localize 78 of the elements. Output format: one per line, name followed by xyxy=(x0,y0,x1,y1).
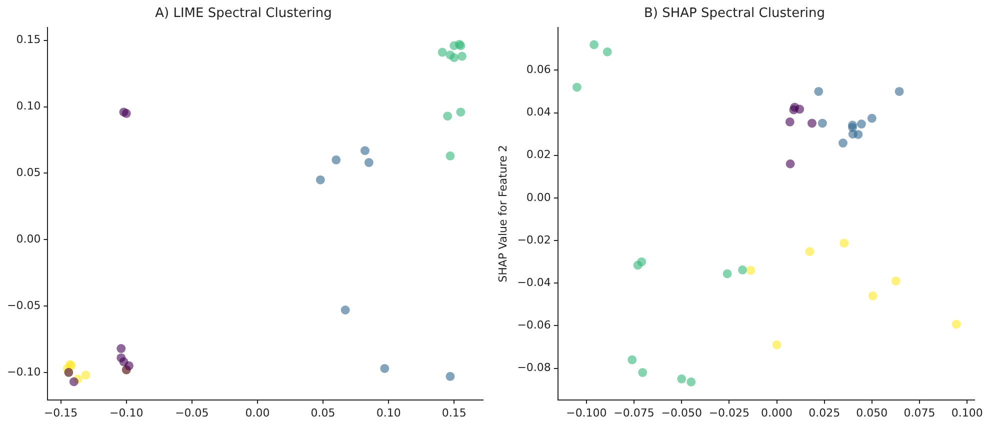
point xyxy=(891,276,900,286)
y-tick-label: 0.06 xyxy=(526,63,551,76)
y-tick-label: −0.05 xyxy=(6,298,41,312)
y-tick-label: −0.06 xyxy=(517,318,551,332)
chart-title: A) LIME Spectral Clustering xyxy=(155,6,332,22)
x-tick-label: −0.15 xyxy=(44,406,78,420)
y-axis-title: SHAP Value for Feature 2 xyxy=(496,145,510,282)
point xyxy=(840,238,849,248)
point xyxy=(633,260,642,270)
y-tick-label: 0.05 xyxy=(16,166,41,180)
x-tick-label: 0.100 xyxy=(951,406,983,420)
point xyxy=(316,175,325,184)
y-tick-label: −0.08 xyxy=(517,361,551,374)
point xyxy=(69,377,78,386)
point xyxy=(450,53,459,62)
x-tick-label: −0.10 xyxy=(110,406,144,420)
point xyxy=(572,82,582,92)
x-tick-label: 0.025 xyxy=(808,406,840,420)
point xyxy=(458,52,467,61)
point xyxy=(856,120,866,129)
y-tick-label: −0.02 xyxy=(517,233,551,246)
point xyxy=(638,368,648,378)
point xyxy=(446,151,455,160)
y-tick-label: 0.02 xyxy=(526,148,551,162)
chart-title: B) SHAP Spectral Clustering xyxy=(644,6,826,22)
point xyxy=(952,320,961,329)
point xyxy=(772,340,782,350)
x-tick-label: −0.100 xyxy=(566,406,607,420)
x-tick-label: 0.075 xyxy=(904,406,936,420)
x-tick-label: −0.075 xyxy=(614,406,654,420)
x-tick-label: 0.00 xyxy=(245,406,270,420)
point xyxy=(854,130,863,139)
y-tick-label: 0.00 xyxy=(16,232,41,246)
point xyxy=(81,370,90,380)
point xyxy=(894,86,904,96)
point xyxy=(122,108,131,118)
point xyxy=(360,146,370,156)
point xyxy=(746,266,756,275)
y-tick-label: 0.04 xyxy=(526,106,551,119)
point xyxy=(628,355,637,364)
y-tick-label: −0.10 xyxy=(6,365,41,378)
point xyxy=(686,377,696,386)
x-tick-label: 0.05 xyxy=(310,406,336,420)
x-tick-label: 0.10 xyxy=(376,406,401,420)
point xyxy=(116,344,126,354)
y-tick-label: 0.10 xyxy=(16,100,41,113)
point xyxy=(807,118,816,128)
point xyxy=(838,138,848,148)
point xyxy=(590,40,599,50)
x-tick-label: 0.050 xyxy=(856,406,888,420)
point xyxy=(340,306,350,315)
point xyxy=(438,48,447,57)
point xyxy=(814,86,824,96)
x-tick-label: −0.050 xyxy=(661,406,702,420)
point xyxy=(805,247,814,256)
point xyxy=(795,104,804,114)
point xyxy=(738,265,748,274)
point xyxy=(443,112,452,121)
point xyxy=(677,374,686,384)
point xyxy=(722,269,732,278)
point xyxy=(332,155,341,164)
point xyxy=(456,108,466,117)
point xyxy=(380,364,390,373)
x-tick-label: 0.000 xyxy=(761,406,793,420)
point xyxy=(364,158,374,168)
point xyxy=(868,291,878,300)
y-tick-label: 0.00 xyxy=(526,190,551,204)
point xyxy=(786,159,795,168)
point xyxy=(818,118,827,128)
point xyxy=(446,372,455,381)
x-tick-label: −0.025 xyxy=(708,406,750,420)
x-tick-label: 0.15 xyxy=(442,406,466,420)
y-tick-label: 0.15 xyxy=(16,33,41,46)
y-tick-label: −0.04 xyxy=(517,276,551,289)
point xyxy=(785,117,794,126)
point xyxy=(867,114,876,123)
x-tick-label: −0.05 xyxy=(175,406,209,420)
point xyxy=(602,47,612,56)
